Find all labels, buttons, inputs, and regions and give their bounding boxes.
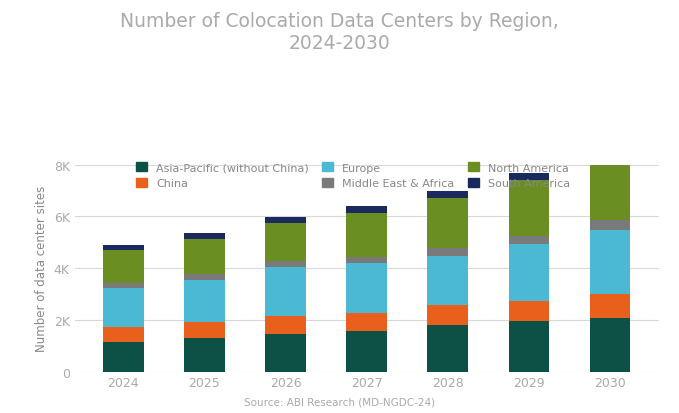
- Bar: [103, 342, 144, 372]
- Bar: [589, 230, 630, 295]
- Bar: [589, 221, 630, 230]
- Bar: [184, 233, 225, 239]
- Text: Source: ABI Research (MD-NGDC-24): Source: ABI Research (MD-NGDC-24): [244, 397, 435, 407]
- Bar: [184, 280, 225, 323]
- Bar: [428, 249, 468, 256]
- Bar: [346, 331, 387, 372]
- Text: Number of Colocation Data Centers by Region,
2024-2030: Number of Colocation Data Centers by Reg…: [120, 12, 559, 53]
- Bar: [509, 244, 549, 301]
- Bar: [428, 256, 468, 305]
- Y-axis label: Number of data center sites: Number of data center sites: [35, 185, 48, 351]
- Bar: [509, 301, 549, 321]
- Bar: [346, 213, 387, 257]
- Bar: [428, 192, 468, 199]
- Bar: [265, 261, 306, 268]
- Bar: [509, 321, 549, 372]
- Bar: [428, 325, 468, 372]
- Bar: [265, 317, 306, 334]
- Bar: [428, 199, 468, 249]
- Bar: [184, 239, 225, 274]
- Bar: [265, 224, 306, 261]
- Bar: [103, 283, 144, 288]
- Bar: [346, 257, 387, 264]
- Bar: [509, 236, 549, 244]
- Bar: [589, 154, 630, 162]
- Bar: [589, 295, 630, 318]
- Bar: [589, 318, 630, 372]
- Bar: [184, 323, 225, 339]
- Bar: [265, 334, 306, 372]
- Bar: [428, 305, 468, 325]
- Bar: [346, 206, 387, 213]
- Bar: [509, 173, 549, 181]
- Bar: [589, 162, 630, 221]
- Legend: Asia-Pacific (without China), China, Europe, Middle East & Africa, North America: Asia-Pacific (without China), China, Eur…: [132, 158, 574, 193]
- Bar: [184, 274, 225, 280]
- Bar: [509, 181, 549, 236]
- Bar: [103, 245, 144, 251]
- Bar: [103, 251, 144, 283]
- Bar: [346, 313, 387, 331]
- Bar: [265, 217, 306, 224]
- Bar: [103, 327, 144, 342]
- Bar: [103, 288, 144, 327]
- Bar: [346, 264, 387, 313]
- Bar: [265, 268, 306, 317]
- Bar: [184, 339, 225, 372]
